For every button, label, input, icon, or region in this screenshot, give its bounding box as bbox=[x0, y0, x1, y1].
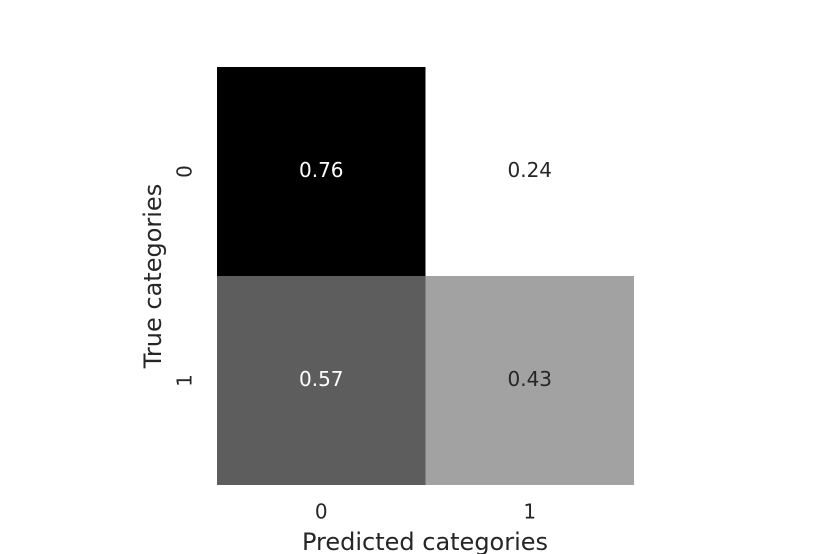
heatmap-cell bbox=[425, 276, 634, 485]
heatmap-cell bbox=[425, 67, 634, 276]
cell-label: 0.57 bbox=[299, 367, 344, 391]
y-axis-label: True categories bbox=[139, 184, 167, 369]
cell-label: 0.43 bbox=[507, 367, 552, 391]
cell-label: 0.24 bbox=[507, 158, 552, 182]
x-tick-label: 0 bbox=[315, 500, 328, 524]
cell-label: 0.76 bbox=[299, 158, 344, 182]
x-axis-label: Predicted categories bbox=[302, 528, 548, 554]
y-tick-label: 1 bbox=[173, 374, 197, 387]
y-tick-label: 0 bbox=[173, 165, 197, 178]
heatmap-cell bbox=[217, 276, 426, 485]
x-tick-label: 1 bbox=[523, 500, 536, 524]
heatmap-cell bbox=[217, 67, 426, 276]
